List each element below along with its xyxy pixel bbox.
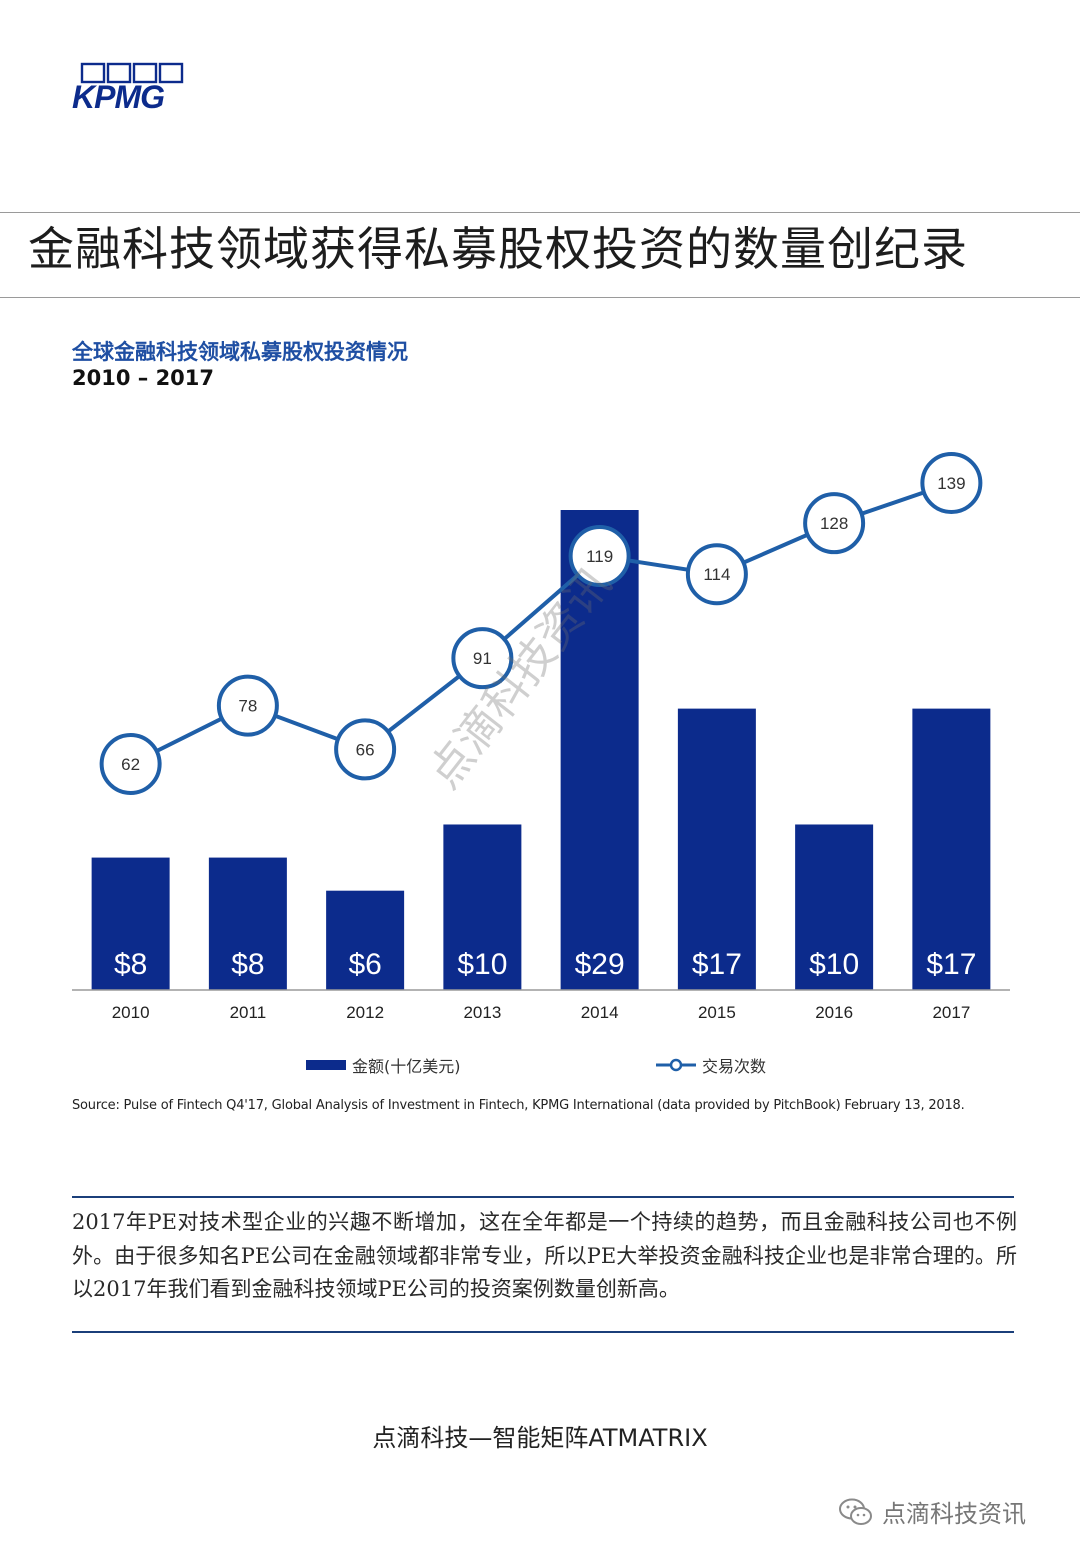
bar-label-2017: $17	[926, 948, 976, 981]
deals-label-2010: 62	[121, 755, 140, 774]
bar-label-2015: $17	[692, 948, 742, 981]
kpmg-logo-text: KPMG	[72, 79, 164, 114]
deals-label-2012: 66	[356, 740, 375, 759]
x-tick-2011: 2011	[230, 1003, 267, 1022]
chart-subtitle: 2010 – 2017	[72, 366, 215, 390]
legend-label-amount: 金额(十亿美元)	[352, 1057, 461, 1076]
deals-marker-2010	[99, 733, 162, 795]
bar-label-2010: $8	[114, 948, 147, 981]
deals-marker-2011	[216, 674, 279, 737]
bar-label-2013: $10	[457, 948, 507, 981]
deals-marker-2013	[451, 627, 514, 690]
x-tick-2010: 2010	[112, 1003, 150, 1022]
deals-label-2017: 139	[937, 474, 965, 493]
wechat-account: 点滴科技资讯	[838, 1494, 1026, 1529]
deals-marker-2012	[334, 718, 397, 781]
legend-item-deals: 交易次数	[656, 1052, 766, 1078]
bar-label-2016: $10	[809, 948, 859, 981]
bar-2010	[91, 857, 170, 990]
divider	[72, 1331, 1014, 1333]
x-tick-2015: 2015	[698, 1003, 736, 1022]
bar-2015	[677, 708, 756, 990]
wechat-icon	[839, 1498, 872, 1525]
x-tick-2016: 2016	[815, 1003, 853, 1022]
bar-2013	[443, 824, 522, 990]
deals-label-2011: 78	[238, 697, 257, 716]
deals-marker-2015	[685, 543, 748, 606]
chart: $8 2010 $8 2011 $6 2012 $10 2013 $29 2014 $17 2015 $…	[72, 452, 1010, 1022]
bar-label-2014: $29	[575, 948, 625, 981]
bar-2011	[208, 857, 287, 990]
page-title: 金融科技领域获得私募股权投资的数量创纪录	[28, 222, 968, 276]
divider	[0, 212, 1080, 213]
source-note: Source: Pulse of Fintech Q4'17, Global A…	[72, 1098, 965, 1113]
bar-2016	[795, 824, 874, 990]
wechat-label: 点滴科技资讯	[882, 1500, 1026, 1528]
divider	[0, 297, 1080, 298]
chart-title: 全球金融科技领域私募股权投资情况	[72, 340, 408, 364]
legend-line-swatch	[656, 1058, 696, 1072]
bar-label-2012: $6	[348, 948, 381, 981]
footer-text: 点滴科技—智能矩阵ATMATRIX	[372, 1424, 708, 1452]
deals-marker-2017	[920, 452, 983, 514]
deals-marker-2014	[568, 524, 631, 587]
legend-label-deals: 交易次数	[702, 1057, 767, 1076]
deals-label-2015: 114	[703, 565, 730, 584]
deals-label-2016: 128	[820, 514, 848, 533]
bar-2014	[560, 510, 639, 990]
bar-2017	[912, 708, 991, 990]
body-paragraph: 2017年PE对技术型企业的兴趣不断增加，这在全年都是一个持续的趋势，而且金融科…	[72, 1210, 1017, 1301]
kpmg-logo: KPMG	[72, 62, 184, 114]
deals-label-2014: 119	[586, 547, 613, 566]
x-tick-2014: 2014	[581, 1003, 619, 1022]
bar-label-2011: $8	[231, 948, 264, 981]
x-tick-2012: 2012	[346, 1003, 384, 1022]
bar-2012	[326, 890, 405, 990]
legend-item-amount: 金额(十亿美元)	[306, 1052, 461, 1078]
deals-marker-2016	[803, 492, 866, 555]
divider	[72, 1196, 1014, 1198]
x-tick-2013: 2013	[463, 1003, 501, 1022]
deals-label-2013: 91	[473, 649, 492, 668]
x-tick-2017: 2017	[932, 1003, 970, 1022]
legend-bar-swatch	[306, 1060, 346, 1070]
